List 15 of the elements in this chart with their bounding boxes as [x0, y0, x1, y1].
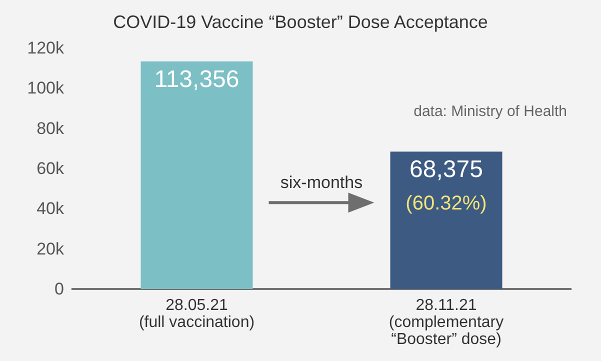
annotation: six-months	[280, 173, 363, 192]
annotation: (60.32%)	[406, 192, 487, 215]
data-label: 68,375	[410, 156, 483, 184]
y-tick-label: 120k	[27, 38, 64, 58]
y-tick-label: 100k	[27, 78, 64, 98]
y-tick-label: 20k	[36, 239, 64, 258]
y-tick-label: 0	[54, 280, 64, 298]
data-label: 113,356	[154, 66, 240, 93]
y-tick-label: 40k	[36, 199, 64, 218]
y-tick-label: 80k	[36, 118, 64, 138]
chart-title: COVID-19 Vaccine “Booster” Dose Acceptance	[113, 12, 488, 32]
x-tick-label: 28.05.21 (full vaccination)	[138, 297, 255, 331]
y-tick-label: 60k	[36, 159, 64, 178]
x-tick-label: 28.11.21 (complementary “Booster” dose)	[388, 297, 504, 348]
annotation: data: Ministry of Health	[414, 103, 568, 120]
